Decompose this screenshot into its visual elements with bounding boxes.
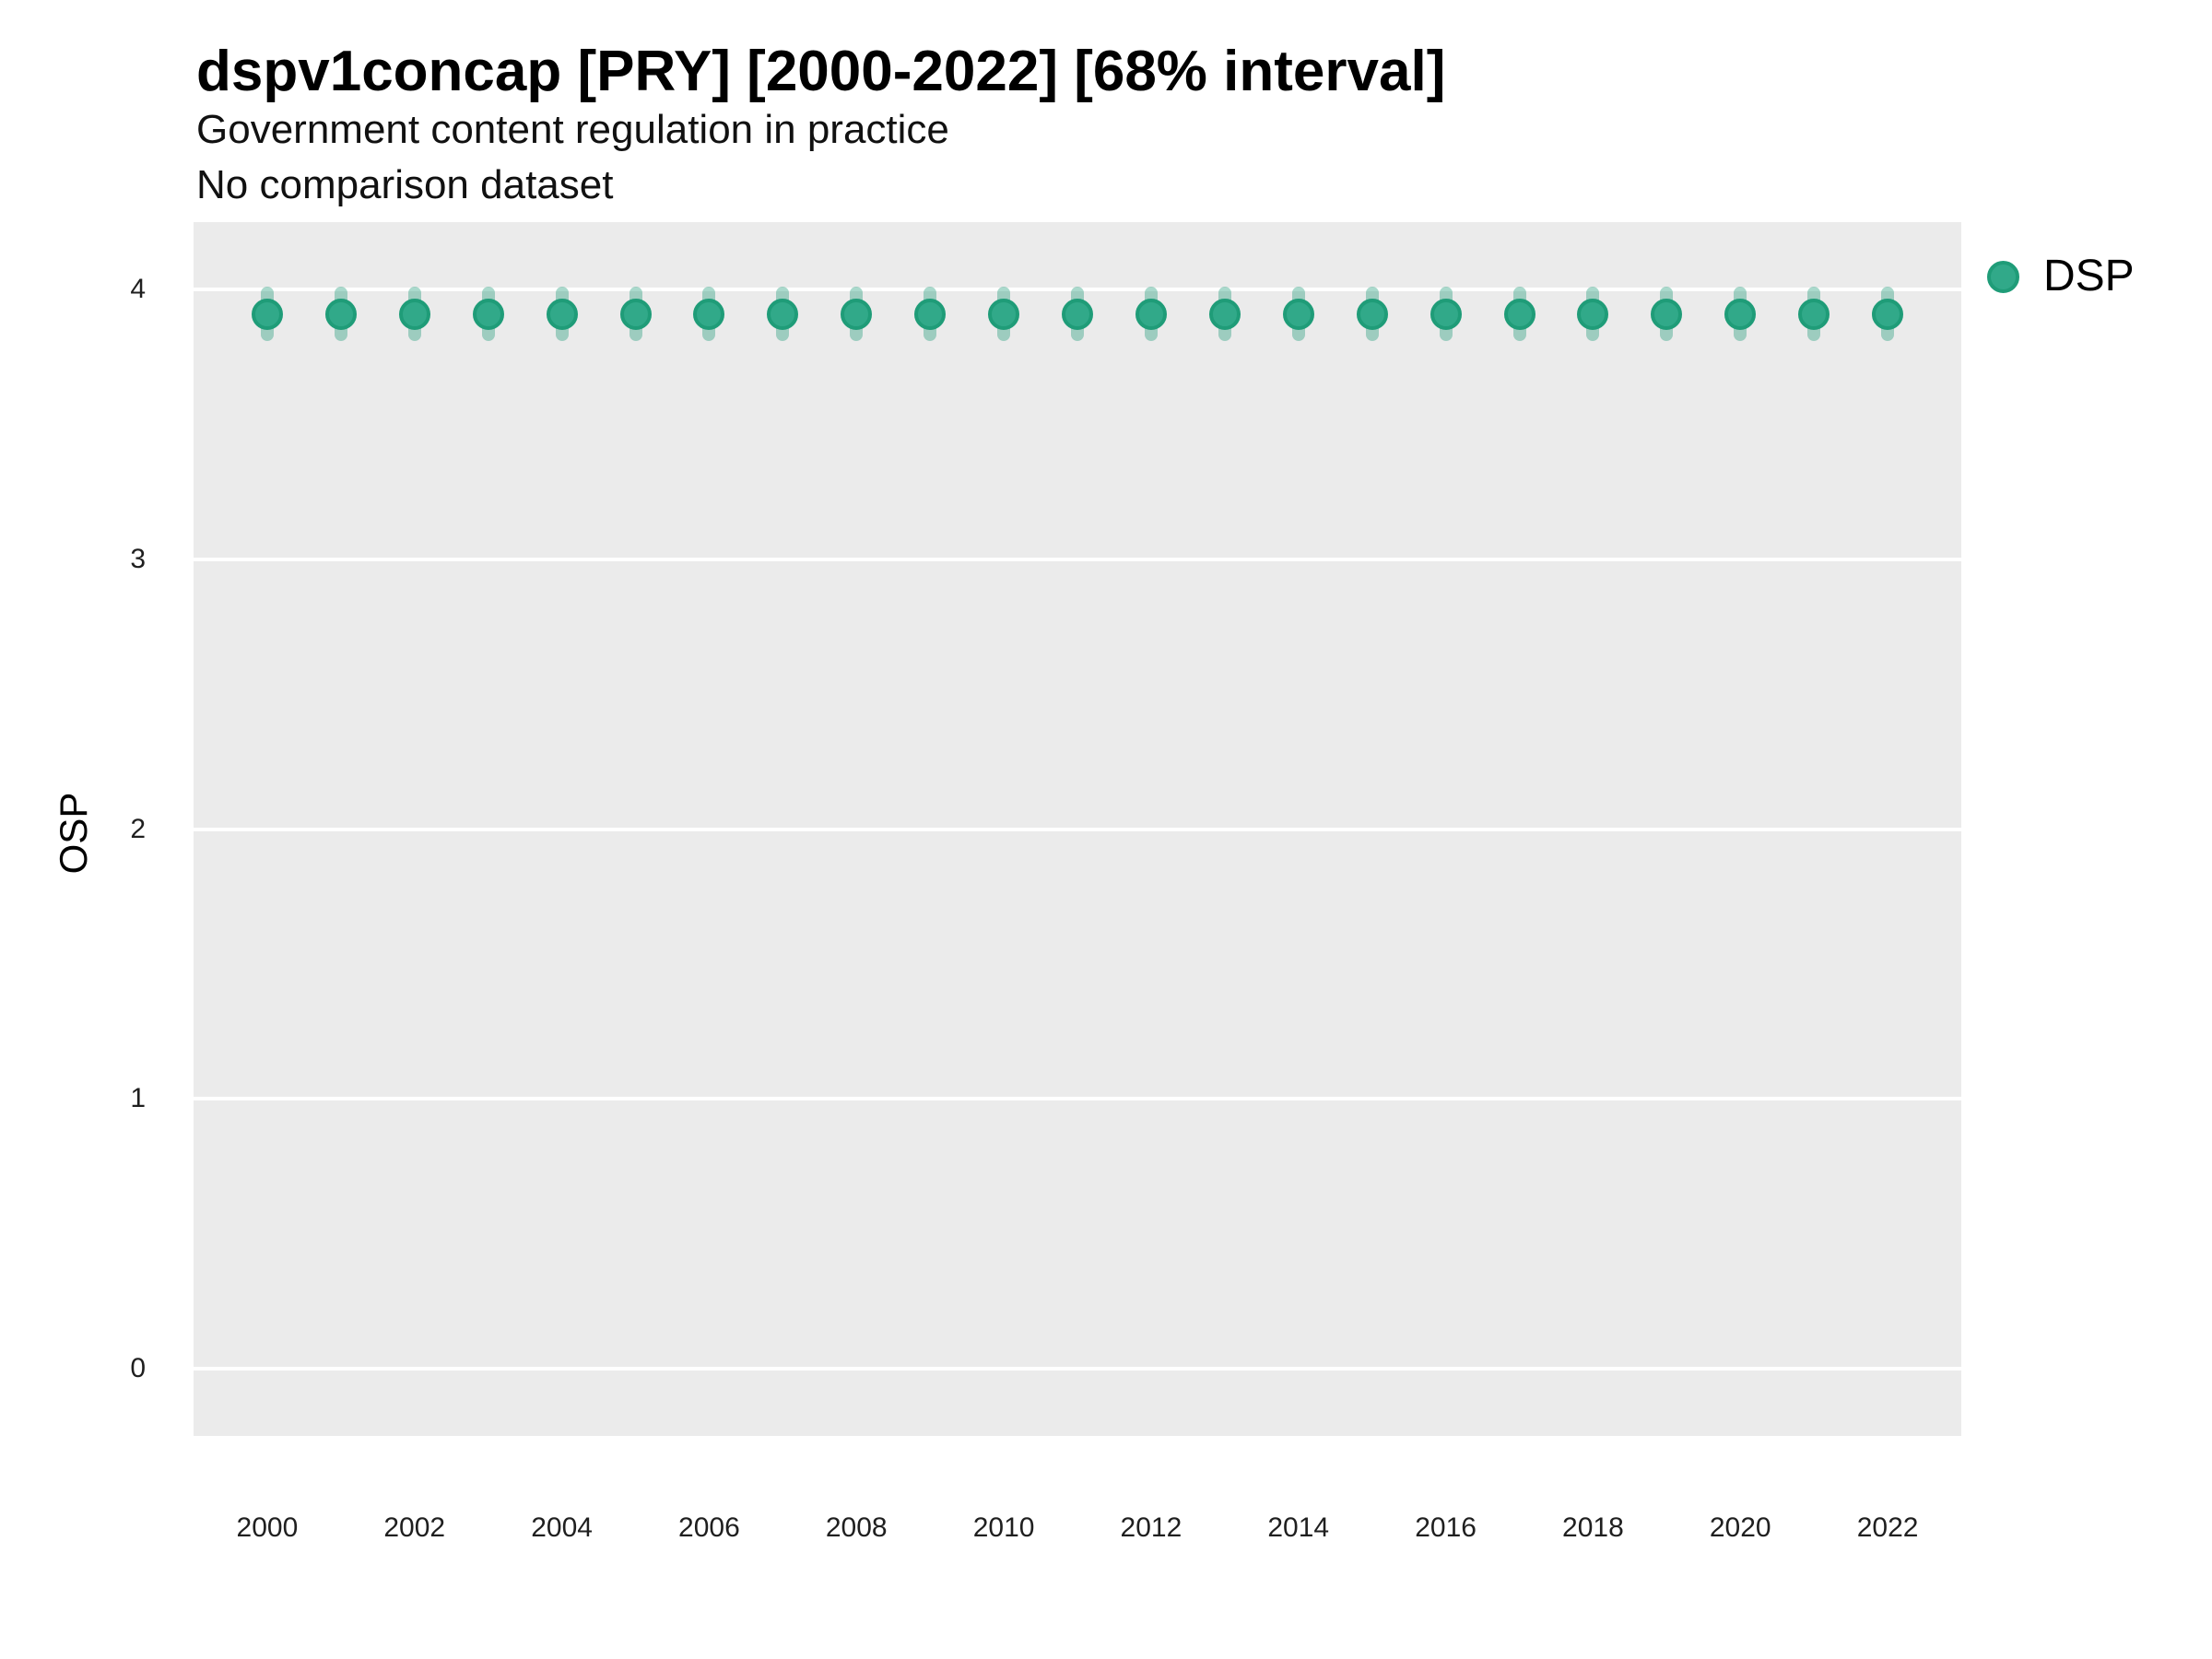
- legend: DSP: [1987, 254, 2135, 299]
- data-point-2017: [1503, 298, 1535, 330]
- legend-label: DSP: [2043, 252, 2135, 300]
- major-gridline-y-2: [194, 827, 1961, 831]
- data-point-2011: [1062, 298, 1093, 330]
- major-gridline-y-3: [194, 557, 1961, 561]
- data-point-2004: [546, 298, 578, 330]
- data-point-2003: [472, 298, 504, 330]
- data-point-2022: [1872, 298, 1904, 330]
- major-gridline-y-4: [194, 288, 1961, 292]
- data-point-2021: [1798, 298, 1830, 330]
- y-tick-label-4: 4: [130, 274, 146, 305]
- data-point-2014: [1282, 298, 1314, 330]
- data-point-2013: [1208, 298, 1241, 330]
- x-tick-label-2010: 2010: [972, 1512, 1035, 1543]
- x-tick-label-2008: 2008: [825, 1512, 888, 1543]
- chart-title: dspv1concap [PRY] [2000-2022] [68% inter…: [196, 40, 1446, 103]
- data-point-2020: [1724, 298, 1757, 330]
- data-point-2005: [619, 298, 652, 330]
- plot-panel: [194, 222, 1961, 1436]
- major-gridline-y-1: [194, 1097, 1961, 1101]
- data-point-2018: [1577, 298, 1609, 330]
- x-tick-label-2018: 2018: [1562, 1512, 1624, 1543]
- data-point-2015: [1356, 298, 1388, 330]
- data-point-2006: [693, 298, 725, 330]
- y-tick-label-2: 2: [130, 813, 146, 844]
- data-point-2007: [767, 298, 799, 330]
- chart-subtitle-line1: Government content regulation in practic…: [196, 107, 949, 152]
- y-tick-label-3: 3: [130, 543, 146, 574]
- data-point-2002: [398, 298, 430, 330]
- y-tick-label-1: 1: [130, 1083, 146, 1114]
- x-tick-label-2020: 2020: [1709, 1512, 1771, 1543]
- data-point-2012: [1135, 298, 1167, 330]
- data-point-2010: [988, 298, 1020, 330]
- x-tick-label-2012: 2012: [1120, 1512, 1182, 1543]
- chart-subtitle-line2: No comparison dataset: [196, 162, 614, 207]
- data-point-2001: [324, 298, 357, 330]
- x-tick-label-2016: 2016: [1415, 1512, 1477, 1543]
- data-point-2008: [841, 298, 873, 330]
- y-tick-label-0: 0: [130, 1352, 146, 1383]
- x-tick-label-2002: 2002: [383, 1512, 446, 1543]
- legend-dot-icon: [1987, 260, 2019, 293]
- x-tick-label-2000: 2000: [236, 1512, 299, 1543]
- x-tick-label-2022: 2022: [1856, 1512, 1919, 1543]
- x-tick-label-2004: 2004: [531, 1512, 593, 1543]
- data-point-2019: [1651, 298, 1683, 330]
- data-point-2016: [1430, 298, 1462, 330]
- x-tick-label-2006: 2006: [678, 1512, 740, 1543]
- x-tick-label-2014: 2014: [1267, 1512, 1330, 1543]
- data-point-2000: [251, 298, 283, 330]
- data-point-2009: [914, 298, 947, 330]
- major-gridline-y-0: [194, 1366, 1961, 1371]
